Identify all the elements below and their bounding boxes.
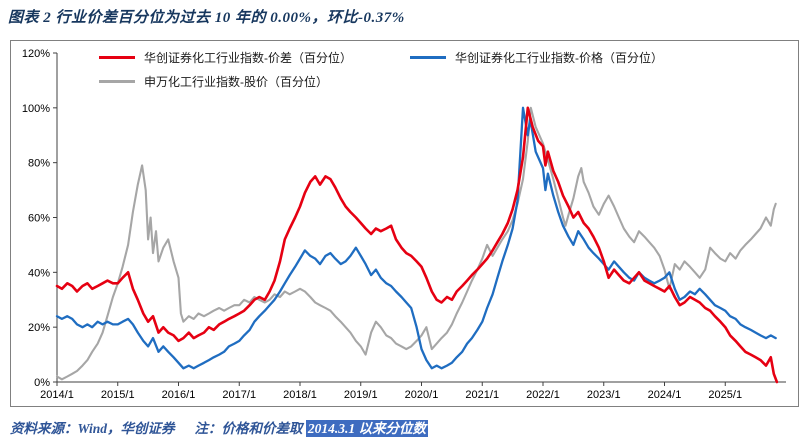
y-tick-label: 20% (28, 322, 50, 334)
series-line-0 (55, 106, 779, 384)
x-tick-label: 2019/1 (344, 389, 378, 401)
x-tick-label: 2018/1 (283, 389, 317, 401)
y-tick-label: 60% (28, 213, 50, 225)
legend-item-price: 华创证券化工行业指数-价格（百分位） (410, 49, 663, 66)
legend-item-spread: 华创证券化工行业指数-价差（百分位） (99, 49, 352, 66)
legend-label-price: 华创证券化工行业指数-价格（百分位） (455, 51, 663, 65)
legend-line-blue (410, 56, 446, 59)
chart-legend: 华创证券化工行业指数-价差（百分位） 华创证券化工行业指数-价格（百分位） 申万… (99, 49, 663, 97)
y-tick-label: 0% (34, 377, 50, 389)
x-tick-label: 2022/1 (526, 389, 560, 401)
x-tick-label: 2016/1 (162, 389, 196, 401)
y-tick-label: 40% (28, 267, 50, 279)
x-tick-label: 2025/1 (708, 389, 742, 401)
x-tick-label: 2020/1 (405, 389, 439, 401)
x-tick-label: 2023/1 (587, 389, 621, 401)
x-tick-label: 2014/1 (40, 389, 74, 401)
legend-line-red (99, 56, 135, 59)
x-tick-label: 2024/1 (648, 389, 682, 401)
legend-label-sw-stock: 申万化工行业指数-股价（百分位） (144, 75, 328, 89)
figure-footer: 资料来源：Wind，华创证券 注：价格和价差取 2014.3.1 以来分位数 (10, 417, 805, 437)
line-chart: 0% 20% 40% 60% 80% 100% 120% 2014/1 2015/1 2016/1… (22, 48, 786, 401)
x-tick-label: 2017/1 (222, 389, 256, 401)
x-tick-label: 2015/1 (101, 389, 135, 401)
series-line-1 (55, 106, 777, 370)
legend-item-sw-stock: 申万化工行业指数-股价（百分位） (99, 73, 328, 90)
x-tick-label: 2021/1 (465, 389, 499, 401)
legend-line-gray (99, 80, 135, 83)
figure-title: 图表 2 行业价差百分位为过去 10 年的 0.00%，环比-0.37% (8, 10, 405, 26)
legend-row-1: 华创证券化工行业指数-价差（百分位） 华创证券化工行业指数-价格（百分位） (99, 49, 663, 66)
y-tick-label: 100% (22, 103, 50, 115)
note-highlight: 2014.3.1 以来分位数 (305, 420, 429, 437)
y-tick-label: 120% (22, 48, 50, 60)
note-prefix: 注：价格和价差取 (194, 421, 306, 436)
legend-label-spread: 华创证券化工行业指数-价差（百分位） (144, 51, 352, 65)
y-tick-label: 80% (28, 158, 50, 170)
chart-frame: 0% 20% 40% 60% 80% 100% 120% 2014/1 2015/1 2016/1… (10, 40, 799, 407)
series-line-2 (55, 106, 777, 381)
source-text: 资料来源：Wind，华创证券 (10, 421, 175, 436)
legend-row-2: 申万化工行业指数-股价（百分位） (99, 73, 663, 90)
